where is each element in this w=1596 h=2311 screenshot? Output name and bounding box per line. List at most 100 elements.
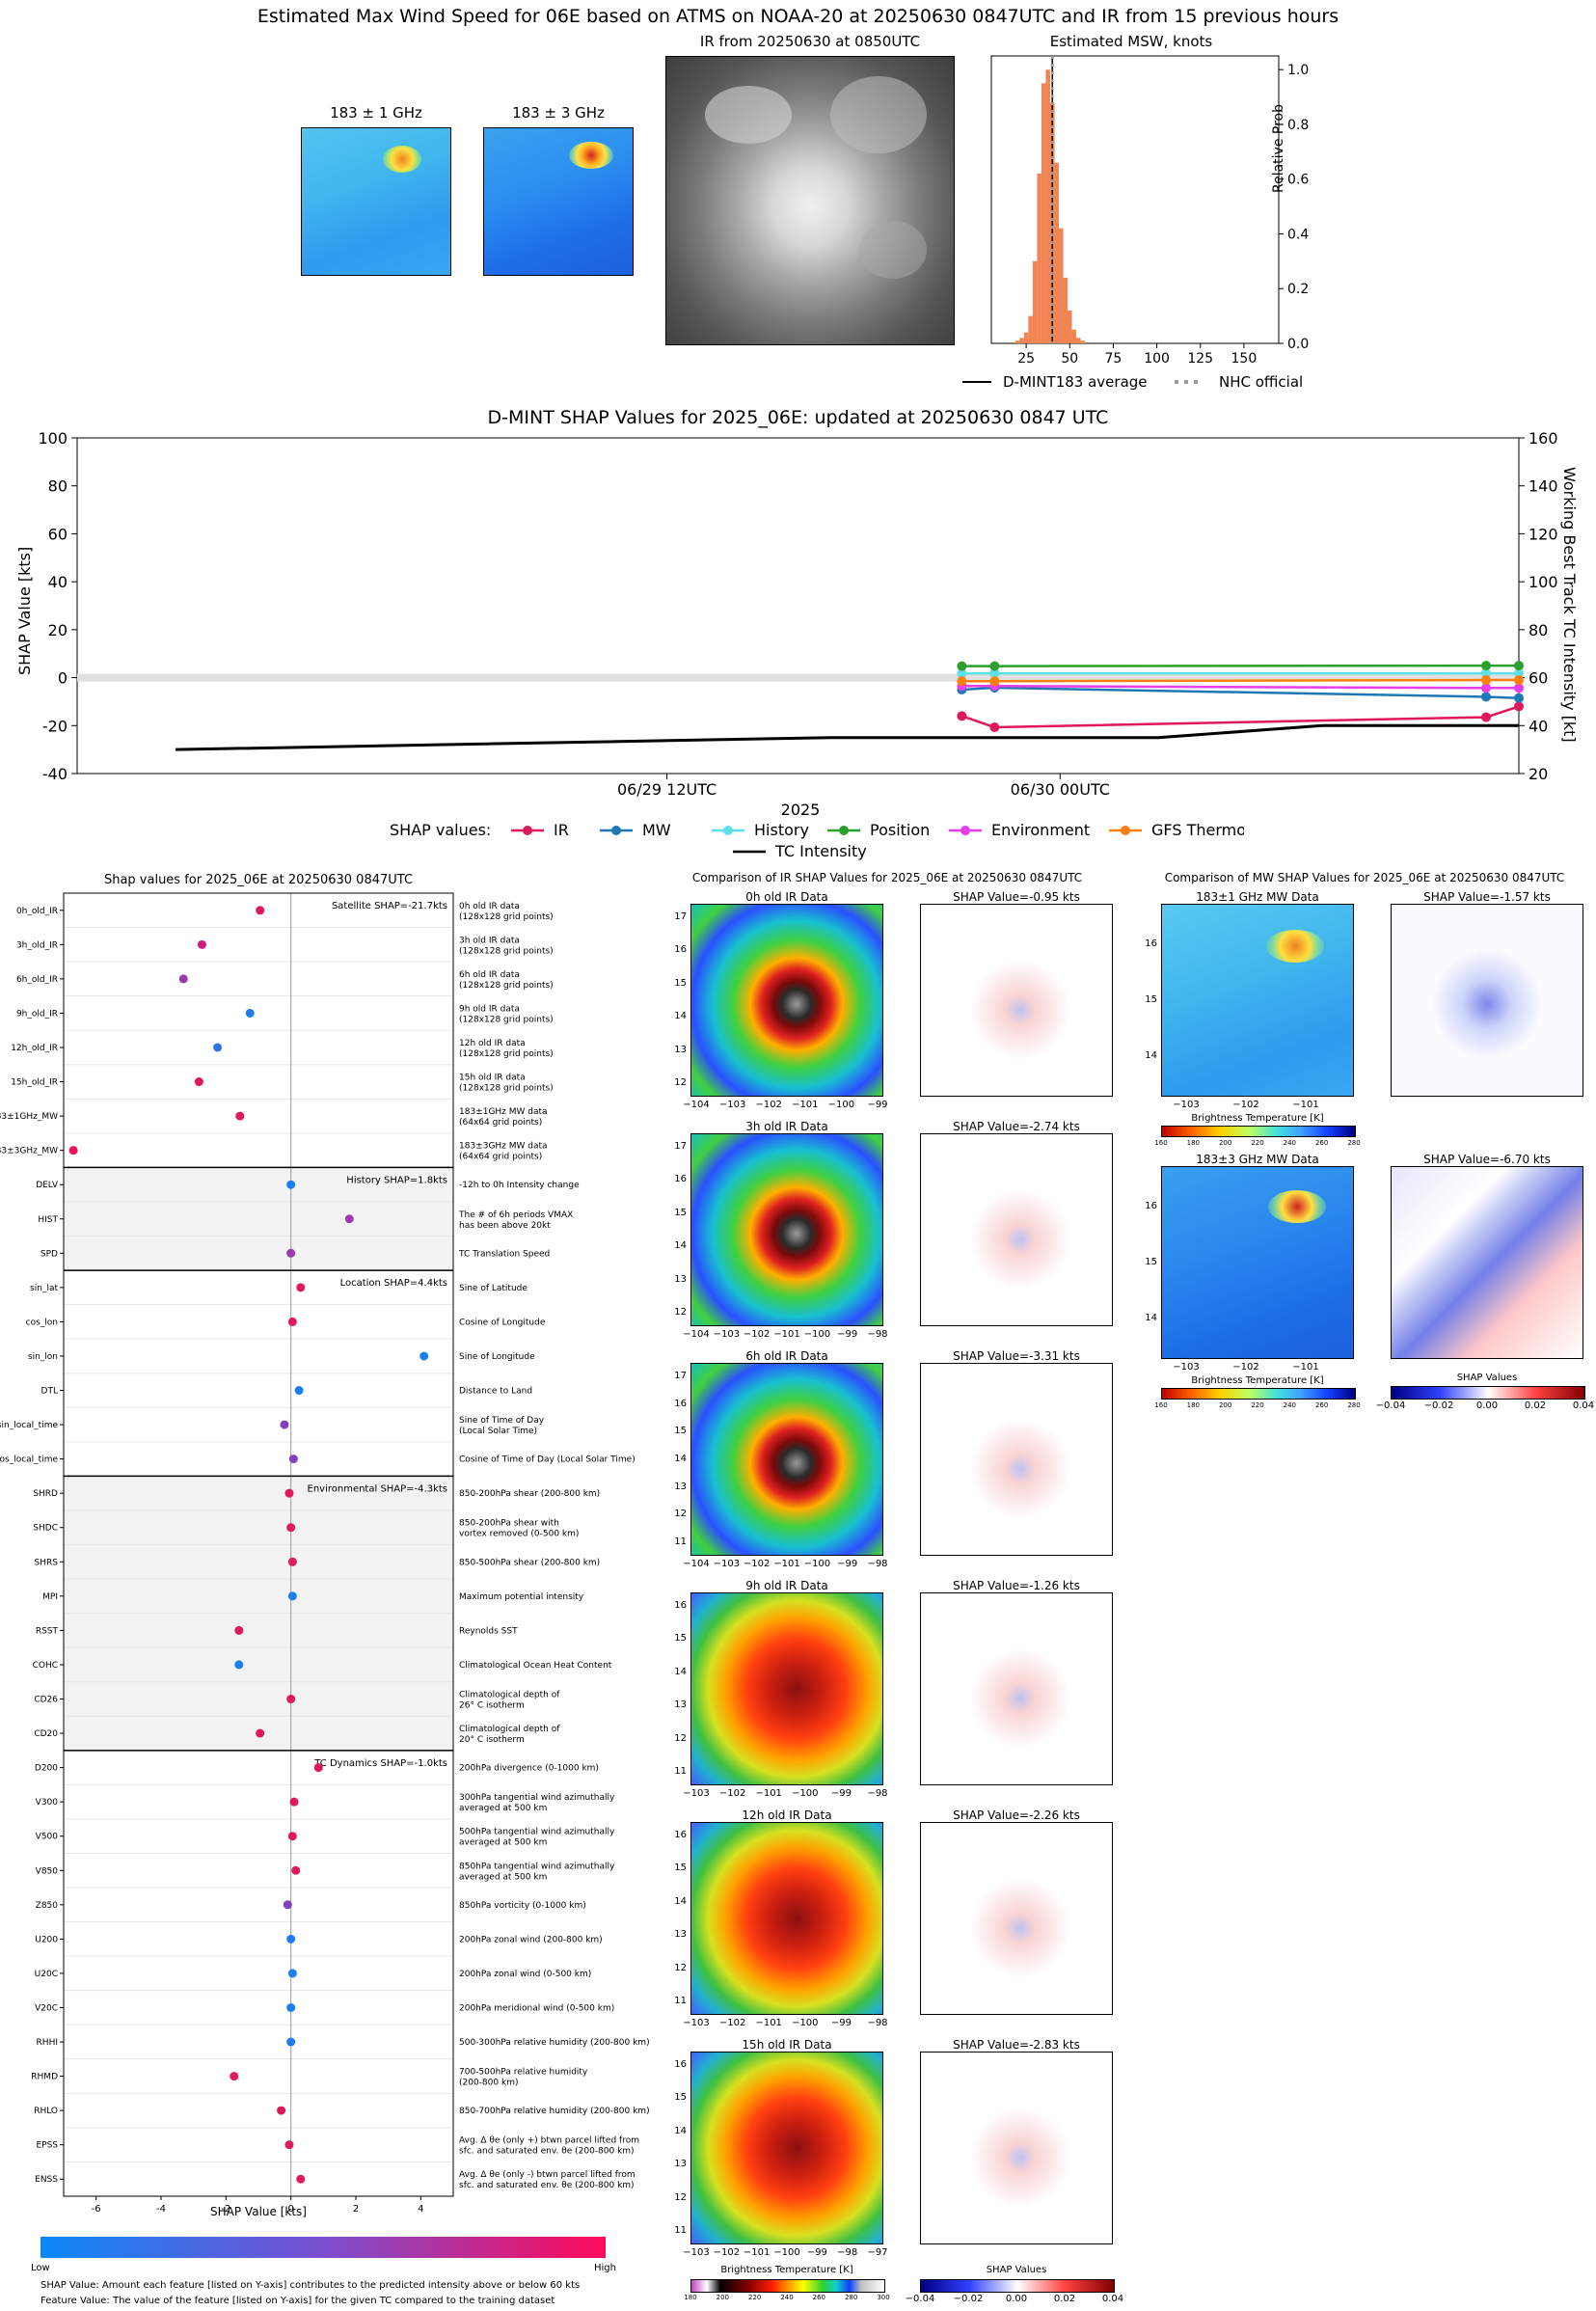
ts-legend-label: History xyxy=(754,821,809,839)
feat-name-label: 183±1GHz_MW xyxy=(0,1112,58,1122)
ts-point-environment xyxy=(1514,683,1524,693)
ir-lon-tick: −98 xyxy=(867,1788,888,1799)
feat-point xyxy=(286,2037,296,2047)
ir-lon-tick: −98 xyxy=(867,2018,888,2028)
ir-lon-tick: −102 xyxy=(743,1329,771,1340)
feat-point xyxy=(277,2106,286,2115)
feat-name-label: RSST xyxy=(36,1626,59,1636)
ir-lon-tick: −98 xyxy=(867,1559,888,1569)
ts-point-gfs-thermo xyxy=(1514,675,1524,686)
feat-desc-label: 6h old IR data xyxy=(459,970,520,980)
mw-bt-colorbar xyxy=(1161,1126,1356,1137)
feat-desc-label: Climatological depth of xyxy=(459,1725,560,1734)
ts-legend-label: GFS Thermo xyxy=(1151,821,1244,839)
feat-group-label: Satellite SHAP=-21.7kts xyxy=(332,901,447,911)
mw-lon-tick: −103 xyxy=(1173,1362,1200,1373)
ir-lon-tick: −102 xyxy=(743,1559,771,1569)
ts-legend-marker xyxy=(1121,826,1130,835)
mw-bt-tick: 180 xyxy=(1186,1401,1201,1409)
ts-ytick-right-label: 140 xyxy=(1528,477,1558,496)
ts-xtick-label: 06/29 12UTC xyxy=(617,780,717,799)
feat-xtick-label: -6 xyxy=(92,2204,101,2215)
msw-ylabel: Relative Prob xyxy=(1271,103,1286,193)
ir-lon-tick: −99 xyxy=(867,1100,888,1110)
ir-bt-tick: 280 xyxy=(844,2294,858,2301)
feat-desc-label: 300hPa tangential wind azimuthally xyxy=(459,1793,615,1803)
feat-desc-label: (64x64 grid points) xyxy=(459,1153,542,1162)
mw-shap-image xyxy=(1391,904,1583,1097)
ir-shap-image xyxy=(920,2052,1113,2244)
feat-desc-label: 700-500hPa relative humidity xyxy=(459,2068,588,2078)
mw-bt-tick: 160 xyxy=(1154,1139,1168,1147)
cbar-low-label: Low xyxy=(31,2263,50,2273)
feat-desc-label: 0h old IR data xyxy=(459,902,520,911)
feat-name-label: MPI xyxy=(42,1592,58,1602)
ir-shap-title: SHAP Value=-3.31 kts xyxy=(953,1349,1080,1363)
msw-bar xyxy=(1071,329,1077,343)
shap-bars-title: Shap values for 2025_06E at 20250630 084… xyxy=(103,873,414,887)
feat-desc-label: 850-200hPa shear (200-800 km) xyxy=(459,1489,600,1499)
msw-bar xyxy=(1014,340,1020,343)
ir-lon-tick: −103 xyxy=(683,1788,710,1799)
feat-point xyxy=(256,1728,265,1738)
ir-lon-tick: −98 xyxy=(837,2247,858,2258)
feat-desc-label: (Local Solar Time) xyxy=(459,1427,537,1436)
ir-lon-tick: −101 xyxy=(773,1329,800,1340)
ir-shap-image xyxy=(920,1592,1113,1785)
ts-point-ir xyxy=(989,722,1000,733)
feat-desc-label: 15h old IR data xyxy=(459,1074,526,1083)
ts-ytick-label: 20 xyxy=(48,621,68,639)
ts-point-ir xyxy=(1514,701,1524,712)
msw-xtick-label: 75 xyxy=(1105,351,1123,367)
mw-bt-tick: 220 xyxy=(1251,1139,1264,1147)
feat-name-label: cos_local_time xyxy=(0,1455,58,1465)
ts-point-history xyxy=(1514,668,1524,679)
feat-point xyxy=(289,1797,299,1807)
shap-ts-title: D-MINT SHAP Values for 2025_06E: updated… xyxy=(487,407,1109,428)
feat-group-shade xyxy=(64,1167,453,1271)
ts-point-history xyxy=(1481,668,1492,679)
ts-point-history xyxy=(989,668,1000,679)
feat-point xyxy=(245,1008,255,1018)
feat-name-label: cos_lon xyxy=(26,1318,58,1327)
feat-desc-label: 183±1GHz MW data xyxy=(459,1107,548,1117)
ir-bt-tick: 260 xyxy=(812,2294,826,2301)
ts-plot-area xyxy=(76,437,1520,775)
ts-legend-marker xyxy=(723,826,733,835)
feat-point xyxy=(286,1694,296,1703)
ir-row-title: 9h old IR Data xyxy=(745,1579,828,1592)
ir-lon-tick: −104 xyxy=(683,1100,710,1110)
feat-name-label: V850 xyxy=(36,1866,59,1876)
msw-histogram-chart: 25 50 75 100 125 150 0.0 0.2 0.4 0.6 0.8 1.0 xyxy=(990,55,1309,367)
ir-data-image xyxy=(690,1363,883,1556)
ir-lon-tick: −99 xyxy=(837,1329,858,1340)
feat-desc-label: 12h old IR data xyxy=(459,1039,526,1048)
ir-bt-tick: 300 xyxy=(877,2294,890,2301)
feat-desc-label: (128x128 grid points) xyxy=(459,912,554,922)
msw-ytick-label: 0.8 xyxy=(1287,118,1309,133)
mw-lon-tick: −102 xyxy=(1232,1100,1259,1110)
cbar-high-label: High xyxy=(594,2263,616,2273)
ir-shap-image xyxy=(920,1363,1113,1556)
mw3-image xyxy=(483,127,634,276)
ts-legend-marker xyxy=(523,826,532,835)
ir-shap-tick: −0.02 xyxy=(953,2294,984,2304)
ir-shap-ticks: −0.04 −0.02 0.00 0.02 0.04 xyxy=(906,2294,1123,2305)
ir-shap-title: SHAP Value=-0.95 kts xyxy=(953,890,1080,904)
feat-name-label: SHRS xyxy=(35,1558,59,1567)
ir-data-image xyxy=(690,904,883,1097)
mw1-title: 183 ± 1 GHz xyxy=(330,104,422,122)
shap-bars-xlabel: SHAP Value [kts] xyxy=(210,2205,307,2218)
feat-xtick-label: 0 xyxy=(287,2204,293,2215)
mw-bt-tick: 260 xyxy=(1314,1401,1329,1409)
mw-bt-tick: 220 xyxy=(1251,1401,1264,1409)
feat-name-label: CD20 xyxy=(34,1729,58,1739)
msw-ytick-label: 0.0 xyxy=(1287,337,1309,352)
ts-point-mw xyxy=(1481,692,1492,702)
ts-ytick-label: 60 xyxy=(48,525,68,543)
ts-point-ir xyxy=(957,711,967,721)
ir-lon-tick: −104 xyxy=(683,1559,710,1569)
mw-data-image xyxy=(1161,1166,1354,1359)
mw-lat-tick: 15 xyxy=(1145,1257,1157,1267)
feat-desc-label: has been above 20kt xyxy=(459,1221,551,1231)
